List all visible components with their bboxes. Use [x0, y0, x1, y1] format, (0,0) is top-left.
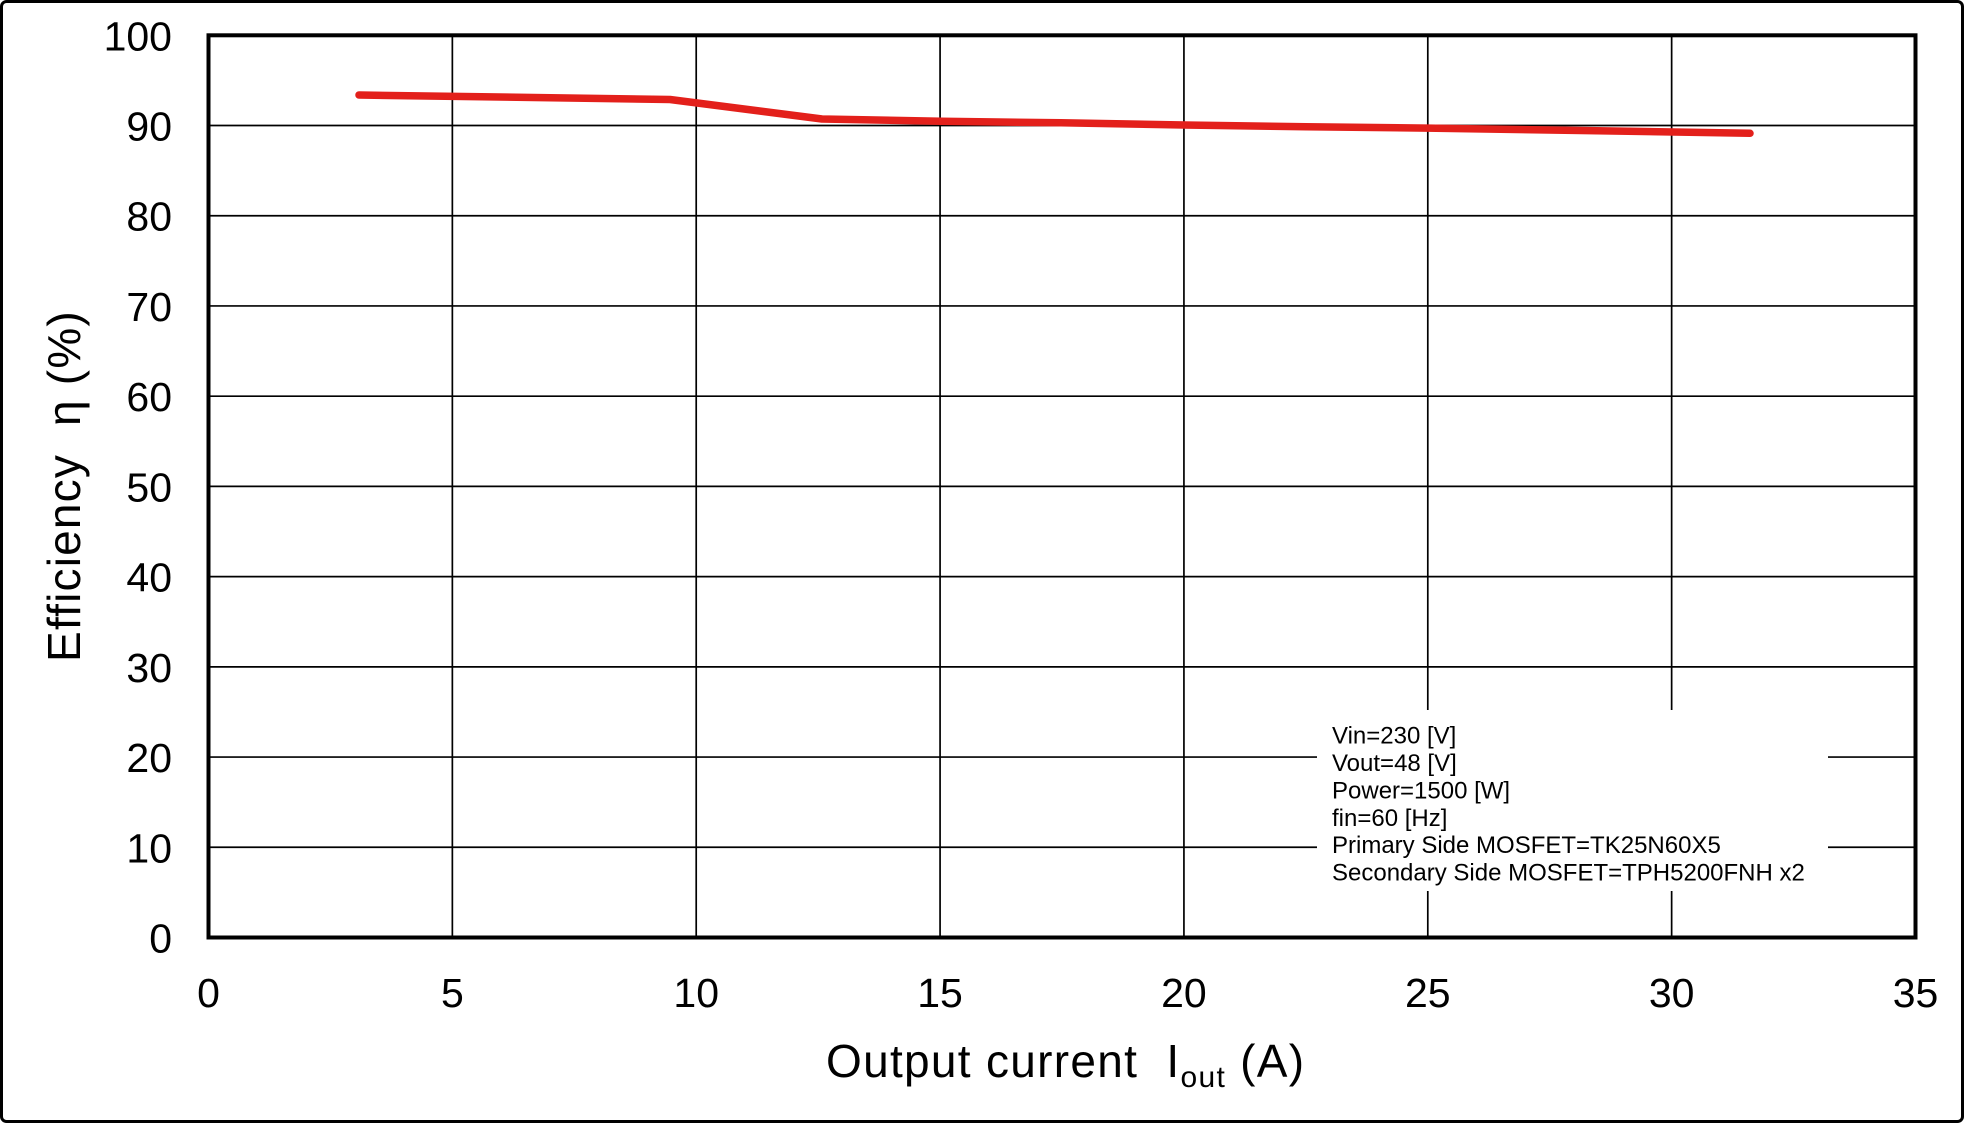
svg-text:0: 0 [197, 970, 220, 1016]
svg-text:50: 50 [126, 464, 172, 510]
svg-text:20: 20 [1161, 970, 1207, 1016]
svg-text:10: 10 [673, 970, 719, 1016]
svg-text:35: 35 [1893, 970, 1939, 1016]
svg-text:30: 30 [126, 645, 172, 691]
svg-text:30: 30 [1649, 970, 1695, 1016]
svg-text:Vout=48 [V]: Vout=48 [V] [1332, 750, 1457, 777]
svg-text:80: 80 [126, 194, 172, 240]
svg-text:Efficiency η (%): Efficiency η (%) [38, 310, 90, 662]
svg-text:fin=60 [Hz]: fin=60 [Hz] [1332, 805, 1447, 832]
svg-text:25: 25 [1405, 970, 1451, 1016]
svg-text:5: 5 [441, 970, 464, 1016]
svg-text:0: 0 [149, 916, 172, 962]
svg-text:10: 10 [126, 825, 172, 871]
svg-text:90: 90 [126, 104, 172, 150]
svg-text:40: 40 [126, 555, 172, 601]
svg-text:Power=1500 [W]: Power=1500 [W] [1332, 777, 1510, 804]
svg-text:Vin=230 [V]: Vin=230 [V] [1332, 723, 1456, 750]
svg-text:60: 60 [126, 374, 172, 420]
svg-text:Output current Iout (A): Output current Iout (A) [826, 1035, 1305, 1094]
svg-text:Secondary Side MOSFET=TPH5200F: Secondary Side MOSFET=TPH5200FNH x2 [1332, 860, 1805, 887]
svg-text:Primary Side MOSFET=TK25N60X5: Primary Side MOSFET=TK25N60X5 [1332, 832, 1721, 859]
svg-text:20: 20 [126, 735, 172, 781]
svg-text:15: 15 [917, 970, 963, 1016]
svg-text:70: 70 [126, 284, 172, 330]
svg-text:100: 100 [104, 13, 172, 59]
